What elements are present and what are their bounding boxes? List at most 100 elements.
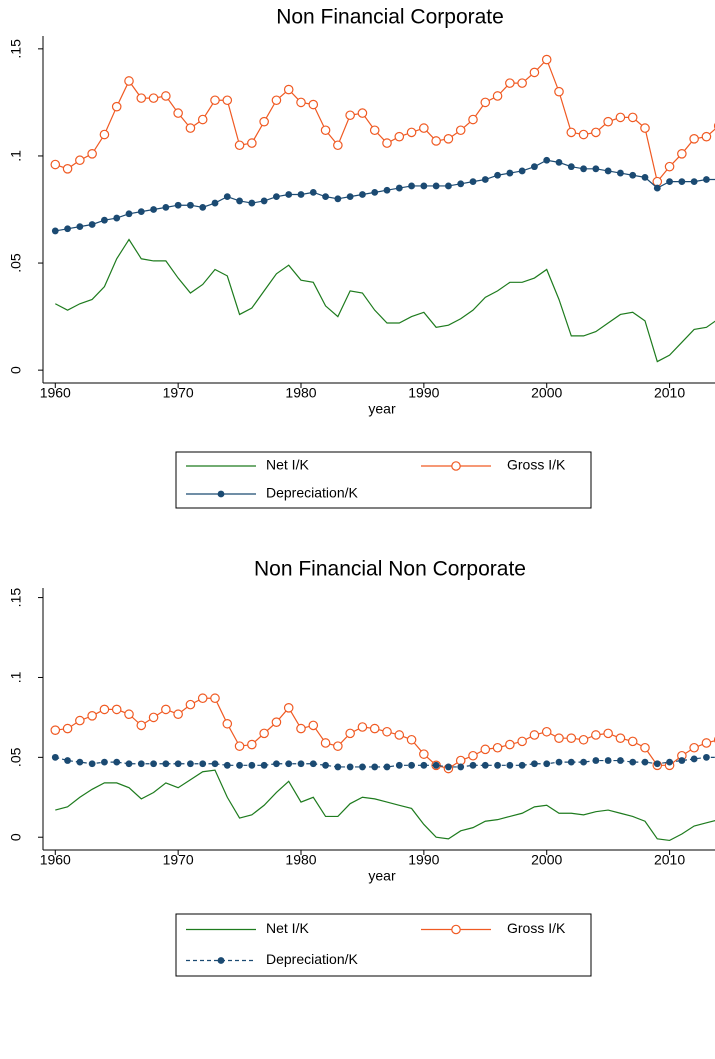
marker (346, 763, 354, 771)
marker (359, 763, 366, 771)
x-axis-label: year (368, 401, 396, 417)
marker (234, 140, 245, 151)
marker (604, 757, 612, 764)
marker (518, 167, 526, 175)
marker (555, 758, 563, 766)
marker (136, 93, 147, 103)
legend-label: Gross I/K (507, 920, 566, 936)
x-tick-label: 1980 (285, 852, 316, 868)
marker (99, 129, 110, 140)
marker (283, 703, 294, 713)
marker (161, 91, 171, 101)
marker (617, 169, 624, 177)
series-line (55, 769, 715, 842)
marker (541, 726, 552, 737)
marker (173, 108, 183, 118)
marker (51, 227, 59, 235)
legend-box (175, 451, 592, 509)
marker (87, 149, 97, 159)
marker (273, 193, 280, 201)
y-tick-label: .1 (8, 150, 24, 162)
marker (627, 736, 638, 747)
plot-area (50, 693, 715, 842)
marker (174, 760, 182, 768)
x-tick-label: 1960 (40, 385, 71, 401)
marker (591, 127, 601, 138)
marker (395, 761, 403, 769)
marker (603, 728, 613, 739)
marker (297, 191, 305, 198)
marker (653, 760, 661, 768)
marker (394, 131, 405, 142)
marker (285, 760, 293, 768)
marker (185, 699, 196, 710)
marker (199, 203, 207, 211)
marker (382, 138, 392, 148)
marker (124, 76, 134, 86)
plot-area (50, 54, 715, 363)
marker (420, 761, 428, 769)
marker (554, 733, 564, 743)
marker (101, 758, 108, 766)
marker (408, 761, 415, 769)
marker (334, 763, 342, 771)
marker (445, 182, 452, 190)
marker (629, 758, 637, 766)
marker (506, 169, 514, 177)
marker (629, 171, 637, 179)
marker (137, 760, 145, 768)
marker (136, 720, 147, 731)
marker (678, 178, 686, 186)
marker (199, 760, 207, 768)
x-tick-label: 1990 (408, 385, 439, 401)
marker (543, 760, 551, 768)
marker (285, 191, 293, 198)
marker (431, 136, 441, 146)
marker (517, 736, 527, 747)
marker (543, 156, 551, 164)
marker (87, 711, 97, 721)
marker (76, 223, 84, 231)
marker (615, 112, 626, 123)
marker (345, 728, 355, 739)
marker (174, 201, 182, 209)
marker (124, 709, 134, 720)
marker (99, 704, 110, 715)
marker (345, 110, 355, 121)
marker (320, 125, 331, 136)
legend-item: Gross I/K (421, 920, 566, 936)
marker (88, 221, 96, 228)
legend-label: Net I/K (266, 457, 309, 473)
marker (148, 93, 159, 103)
legend-box (175, 913, 592, 977)
legend-item: Depreciation/K (186, 485, 358, 501)
marker (308, 99, 319, 110)
legend-marker (217, 957, 225, 964)
marker (666, 758, 673, 766)
marker (492, 91, 503, 101)
marker (420, 182, 428, 190)
marker (150, 206, 157, 213)
marker (664, 161, 675, 172)
marker (468, 114, 478, 125)
marker (62, 723, 73, 734)
marker (701, 131, 712, 142)
marker (406, 734, 417, 745)
marker (260, 197, 268, 205)
marker (111, 704, 122, 715)
marker (259, 728, 269, 739)
x-tick-label: 1990 (408, 852, 439, 868)
marker (604, 167, 612, 175)
marker (236, 761, 243, 769)
marker (211, 760, 219, 768)
marker (443, 134, 454, 144)
marker (211, 199, 219, 207)
marker (88, 760, 96, 768)
legend-marker (451, 924, 461, 935)
marker (469, 761, 477, 769)
marker (591, 730, 601, 740)
marker (111, 101, 122, 112)
marker (210, 95, 220, 106)
x-tick-label: 2010 (654, 385, 685, 401)
marker (617, 757, 624, 764)
